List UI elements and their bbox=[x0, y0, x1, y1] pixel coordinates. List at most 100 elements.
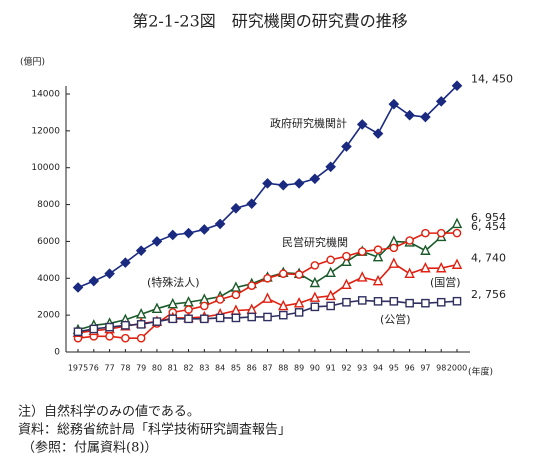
point bbox=[325, 289, 336, 301]
note: 資料：総務省統計局「科学技術研究調査報告」 bbox=[18, 422, 291, 438]
point bbox=[309, 276, 321, 288]
x-tick-label: 83 bbox=[199, 364, 209, 373]
point bbox=[357, 247, 367, 256]
x-tick-label: 82 bbox=[183, 364, 193, 373]
point bbox=[277, 179, 289, 191]
point bbox=[294, 308, 304, 317]
x-tick-label: 1975 bbox=[68, 364, 88, 373]
point bbox=[262, 292, 273, 303]
point bbox=[105, 332, 114, 341]
y-tick-label: 14000 bbox=[31, 90, 60, 100]
point bbox=[294, 270, 304, 279]
point bbox=[152, 317, 162, 326]
point bbox=[121, 333, 130, 343]
point bbox=[373, 245, 383, 255]
x-tick-label: 90 bbox=[310, 364, 320, 373]
value-label: 6, 454 bbox=[471, 220, 506, 233]
point bbox=[151, 302, 163, 313]
point bbox=[278, 310, 288, 320]
series-name: 政府研究機関計 bbox=[270, 116, 347, 130]
point bbox=[167, 297, 178, 309]
value-label: 6, 954 bbox=[471, 211, 506, 224]
point bbox=[230, 202, 242, 214]
point bbox=[389, 297, 399, 306]
point bbox=[73, 327, 83, 337]
point bbox=[404, 267, 415, 278]
point bbox=[435, 96, 447, 107]
point bbox=[421, 228, 430, 238]
point bbox=[421, 298, 430, 308]
y-tick-label: 4000 bbox=[37, 274, 60, 284]
x-tick-label: 97 bbox=[420, 364, 430, 373]
note: 注）自然科学のみの値である。 bbox=[18, 404, 200, 420]
point bbox=[341, 278, 352, 290]
x-tick-label: 84 bbox=[215, 364, 225, 373]
point bbox=[167, 229, 179, 241]
point bbox=[357, 296, 367, 305]
point bbox=[389, 243, 399, 253]
point bbox=[136, 333, 146, 343]
y-tick-label: 0 bbox=[54, 348, 60, 358]
point bbox=[388, 98, 400, 110]
point bbox=[356, 119, 368, 130]
point bbox=[309, 173, 321, 185]
point bbox=[405, 298, 414, 308]
point bbox=[231, 313, 241, 323]
point bbox=[372, 128, 384, 139]
note: （参照：付属資料(8)） bbox=[22, 440, 157, 456]
point bbox=[247, 312, 257, 322]
point bbox=[357, 271, 368, 282]
point bbox=[373, 297, 383, 306]
x-tick-label: 85 bbox=[231, 364, 241, 373]
point bbox=[105, 322, 114, 332]
y-tick-label: 6000 bbox=[37, 237, 60, 247]
point bbox=[404, 109, 415, 121]
point bbox=[436, 297, 446, 307]
x-tick-label: 2000 bbox=[447, 364, 467, 373]
point bbox=[420, 111, 431, 123]
y-axis-label: (億円) bbox=[20, 56, 45, 68]
x-tick-label: 86 bbox=[247, 364, 257, 373]
chart-title: 第2-1-23図 研究機関の研究費の推移 bbox=[132, 12, 408, 31]
point bbox=[278, 299, 289, 311]
point bbox=[215, 295, 225, 304]
point bbox=[309, 291, 321, 302]
value-label: 14, 450 bbox=[471, 73, 513, 86]
point bbox=[215, 313, 225, 323]
point bbox=[151, 236, 163, 247]
series-name: 民営研究機関 bbox=[282, 235, 348, 249]
point bbox=[341, 141, 352, 152]
point bbox=[451, 217, 463, 229]
y-tick-label: 12000 bbox=[31, 126, 60, 136]
point bbox=[310, 302, 320, 312]
point bbox=[388, 257, 400, 268]
x-tick-label: 92 bbox=[341, 364, 351, 373]
point bbox=[310, 261, 320, 270]
x-tick-label: 81 bbox=[168, 364, 178, 373]
point bbox=[120, 257, 131, 268]
point bbox=[88, 275, 100, 287]
x-tick-label: 94 bbox=[373, 364, 383, 373]
x-tick-label: 77 bbox=[104, 364, 114, 373]
x-tick-label: 93 bbox=[357, 364, 367, 373]
value-label: 4, 740 bbox=[471, 252, 506, 265]
point bbox=[372, 250, 384, 262]
x-tick-label: 98 bbox=[436, 364, 446, 373]
point bbox=[214, 218, 226, 230]
point bbox=[420, 244, 431, 255]
point bbox=[262, 178, 273, 189]
x-axis-label: (年度) bbox=[468, 366, 493, 378]
y-tick-label: 8000 bbox=[37, 200, 60, 210]
point bbox=[326, 301, 335, 311]
series-name: (公営) bbox=[380, 312, 411, 326]
point bbox=[325, 266, 336, 278]
point bbox=[199, 224, 210, 235]
value-label: 2, 756 bbox=[471, 288, 506, 301]
x-tick-label: 88 bbox=[278, 364, 288, 373]
point bbox=[372, 274, 384, 286]
x-tick-label: 78 bbox=[120, 364, 130, 373]
point bbox=[168, 314, 178, 324]
x-tick-label: 95 bbox=[389, 364, 399, 373]
point bbox=[293, 178, 305, 189]
